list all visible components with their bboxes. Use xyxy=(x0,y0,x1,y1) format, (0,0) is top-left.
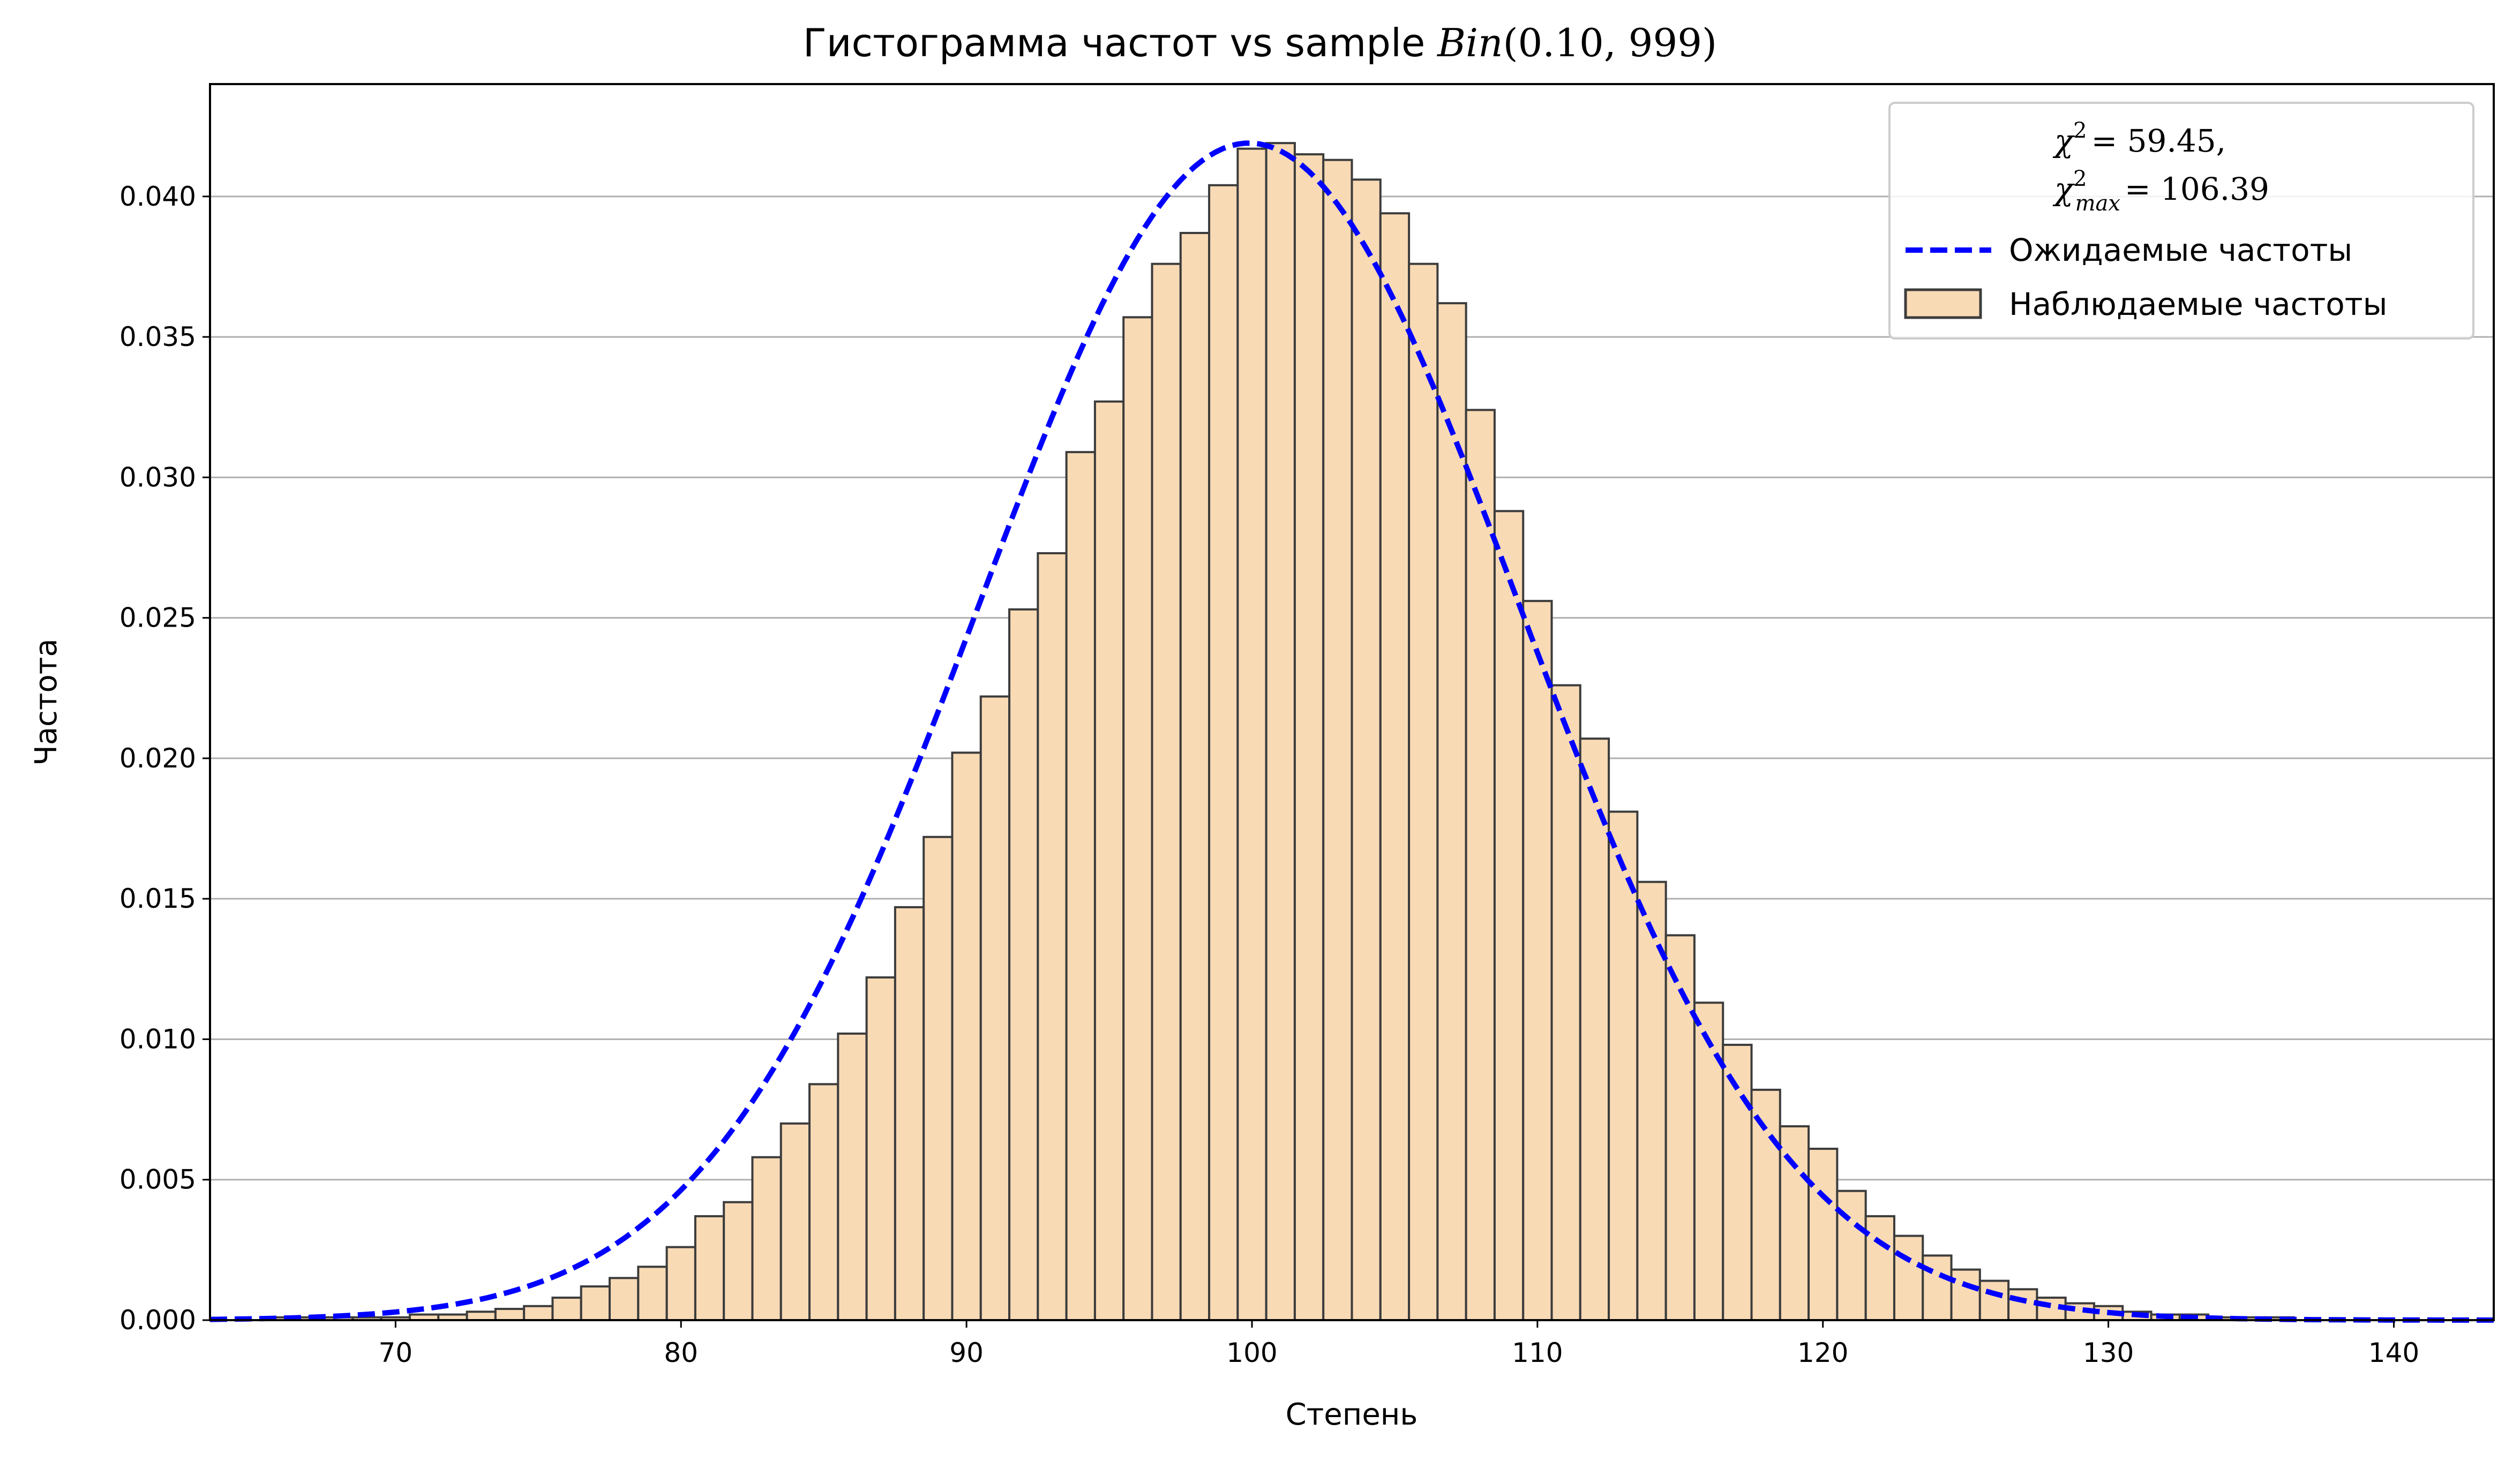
histogram-bar xyxy=(1493,510,1525,1321)
legend-bar-swatch xyxy=(1904,288,1982,319)
legend-bar-label: Наблюдаемые частоты xyxy=(2009,286,2387,322)
legend-chi2max-symbol: χ xyxy=(2052,171,2075,207)
x-tick-label: 80 xyxy=(664,1337,698,1368)
histogram-bar xyxy=(665,1246,696,1321)
histogram-bar xyxy=(1779,1125,1810,1322)
histogram-bar xyxy=(494,1308,526,1321)
histogram-bar xyxy=(837,1032,868,1321)
histogram-bar xyxy=(694,1215,725,1322)
x-tick-label: 90 xyxy=(949,1337,984,1368)
histogram-bar xyxy=(1208,184,1239,1321)
y-tick-label: 0.010 xyxy=(119,1023,196,1055)
y-tick-label: 0.040 xyxy=(119,181,196,212)
histogram-bar xyxy=(1236,147,1268,1321)
y-tick-label: 0.000 xyxy=(119,1305,196,1336)
histogram-bar xyxy=(466,1311,497,1322)
histogram-bar xyxy=(1151,262,1182,1321)
histogram-bar xyxy=(1722,1043,1753,1321)
histogram-bar xyxy=(1008,608,1039,1321)
histogram-bar xyxy=(1579,737,1610,1321)
histogram-bar xyxy=(1522,600,1553,1321)
legend-chi2max: χ2 max = 106.39 xyxy=(2052,167,2269,216)
histogram-bar xyxy=(1893,1234,1924,1322)
histogram-bar xyxy=(1037,552,1068,1321)
x-axis-label: Степень xyxy=(1286,1397,1418,1432)
histogram-bar xyxy=(1408,262,1439,1321)
histogram-bar xyxy=(580,1285,611,1321)
histogram-bar xyxy=(1065,451,1096,1321)
histogram-bar xyxy=(1608,810,1639,1321)
y-tick-label: 0.030 xyxy=(119,462,196,493)
chart-title-math-args: (0.10, 999) xyxy=(1503,20,1717,65)
histogram-bar xyxy=(1322,159,1353,1322)
histogram-bar xyxy=(1293,153,1325,1321)
y-tick-label: 0.025 xyxy=(119,603,196,634)
histogram-bar xyxy=(1465,409,1496,1321)
x-tick-label: 140 xyxy=(2368,1337,2419,1368)
histogram-bar xyxy=(1265,142,1296,1321)
x-tick-label: 100 xyxy=(1226,1337,1277,1368)
legend-chi2max-subscript: max xyxy=(2075,191,2120,216)
legend-chi2-symbol: χ xyxy=(2052,123,2075,159)
x-tick-label: 130 xyxy=(2083,1337,2134,1368)
histogram-bar xyxy=(1550,684,1581,1321)
histogram-bar xyxy=(551,1297,582,1322)
histogram-bar xyxy=(637,1266,668,1322)
histogram-bar xyxy=(1664,934,1696,1321)
legend: χ2 = 59.45, χ2 max = 106.39 Ожидаемые часто… xyxy=(1888,102,2474,340)
histogram-bar xyxy=(751,1156,782,1322)
histogram-bar xyxy=(1950,1268,1981,1321)
histogram-bar xyxy=(865,976,896,1321)
histogram-bar xyxy=(723,1201,754,1322)
histogram-bar xyxy=(979,695,1011,1321)
histogram-bar xyxy=(779,1122,811,1321)
histogram-bar xyxy=(808,1083,839,1322)
histogram-bar xyxy=(1693,1001,1724,1322)
expected-frequency-line xyxy=(209,140,2494,1323)
histogram-bar xyxy=(951,751,982,1321)
legend-line-label: Ожидаемые частоты xyxy=(2009,232,2352,268)
histogram-bar xyxy=(609,1277,640,1321)
y-axis-label: Частота xyxy=(29,638,64,765)
histogram-bar xyxy=(1922,1254,1953,1321)
x-tick-label: 120 xyxy=(1797,1337,1848,1368)
y-tick-label: 0.035 xyxy=(119,321,196,352)
histogram-bar xyxy=(1750,1088,1781,1321)
y-tick-label: 0.020 xyxy=(119,743,196,774)
legend-box xyxy=(1888,102,2474,340)
x-tick-label: 110 xyxy=(1512,1337,1563,1368)
histogram-bar xyxy=(1808,1148,1839,1322)
histogram-bar xyxy=(894,906,925,1322)
legend-chi2: χ2 = 59.45, xyxy=(2052,118,2226,159)
legend-chi2max-value: = 106.39 xyxy=(2125,171,2269,207)
chart-title: Гистограмма частот vs sample Bin(0.10, 9… xyxy=(803,20,1717,65)
legend-chi2-value: = 59.45, xyxy=(2091,123,2226,159)
axes-frame xyxy=(209,83,2495,1321)
chart-title-prefix: Гистограмма частот vs sample xyxy=(803,20,1425,65)
histogram-bar xyxy=(1436,302,1467,1321)
x-tick-label: 70 xyxy=(379,1337,413,1368)
histogram-bar xyxy=(1351,178,1382,1321)
histogram-bar xyxy=(1122,316,1153,1322)
histogram-bar xyxy=(1864,1215,1895,1322)
histogram-bar xyxy=(1093,400,1125,1322)
y-tick-label: 0.005 xyxy=(119,1164,196,1195)
histogram-bar xyxy=(523,1305,554,1321)
histogram-bar xyxy=(1179,232,1211,1322)
histogram-bar xyxy=(1379,212,1411,1321)
y-tick-label: 0.015 xyxy=(119,883,196,914)
histogram-bar xyxy=(922,835,954,1322)
histogram-bar xyxy=(1978,1279,2010,1322)
x-axis-ticks: 70 80 90 100 110 120 130 140 xyxy=(379,1320,2419,1368)
chart-title-math-name: Bin xyxy=(1436,20,1503,65)
histogram-bar xyxy=(2007,1288,2038,1322)
y-axis-ticks: 0.000 0.005 0.010 0.015 0.020 0.025 0.030 0.035… xyxy=(119,181,210,1336)
